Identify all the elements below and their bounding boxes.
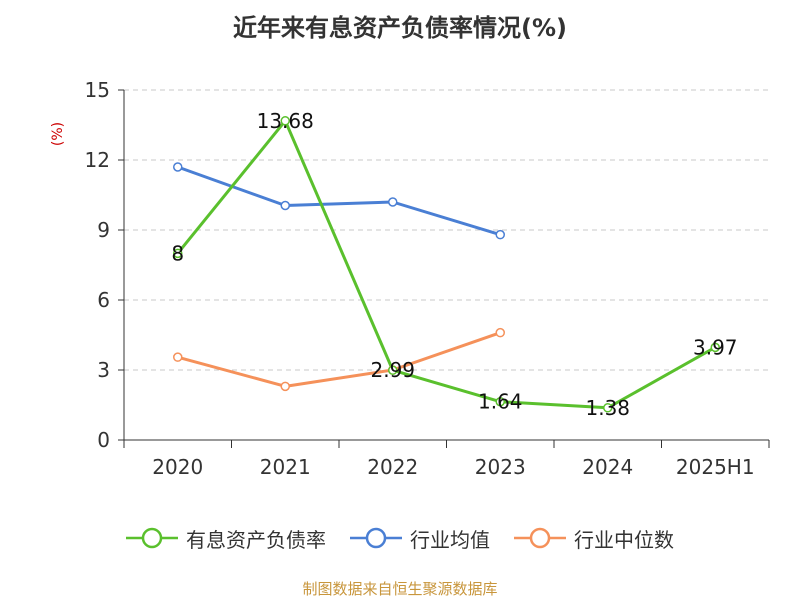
data-point xyxy=(495,229,505,240)
chart-title: 近年来有息资产负债率情况(%) xyxy=(233,14,567,42)
legend-marker-icon xyxy=(350,527,402,549)
data-label: 3.97 xyxy=(693,335,738,359)
y-tick-label: 12 xyxy=(85,148,110,172)
data-label: 13.68 xyxy=(257,109,314,133)
data-point xyxy=(280,116,290,126)
legend-item-industry-average[interactable]: 行业均值 xyxy=(350,524,490,553)
series-line xyxy=(176,119,716,410)
legend-label: 行业中位数 xyxy=(574,527,674,552)
data-point xyxy=(495,327,505,338)
y-tick-label: 6 xyxy=(97,288,110,312)
x-tick-label: 2020 xyxy=(152,455,203,479)
data-point xyxy=(710,342,720,353)
x-tick-label: 2024 xyxy=(582,455,633,479)
x-tick-label: 2025H1 xyxy=(676,455,755,479)
data-point xyxy=(603,403,613,413)
y-tick-label: 15 xyxy=(85,78,110,102)
data-point xyxy=(280,200,290,211)
legend-item-industry-median[interactable]: 行业中位数 xyxy=(514,524,674,553)
data-point xyxy=(280,381,290,392)
legend-item-interest-bearing-debt-ratio[interactable]: 有息资产负债率 xyxy=(126,524,326,553)
data-point xyxy=(173,162,183,172)
data-label: 8 xyxy=(171,241,184,265)
legend-label: 有息资产负债率 xyxy=(186,527,326,552)
legend-marker-icon xyxy=(126,527,178,549)
x-tick-label: 2023 xyxy=(475,455,526,479)
data-point xyxy=(388,365,398,375)
data-label: 1.64 xyxy=(478,390,523,414)
data-label: 2.99 xyxy=(370,358,415,382)
x-tick-label: 2021 xyxy=(260,455,311,479)
y-tick-label: 3 xyxy=(97,358,110,382)
legend-label: 行业均值 xyxy=(410,527,490,552)
x-tick-label: 2022 xyxy=(367,455,418,479)
data-label: 1.38 xyxy=(585,396,630,420)
data-point xyxy=(495,396,505,407)
y-tick-label: 0 xyxy=(97,428,110,452)
series-line xyxy=(177,165,501,237)
data-point xyxy=(173,248,183,259)
data-point xyxy=(388,197,398,207)
series-line xyxy=(177,331,501,388)
source-note: 制图数据来自恒生聚源数据库 xyxy=(302,580,498,598)
legend: 有息资产负债率 行业均值 行业中位数 xyxy=(0,520,800,556)
data-point xyxy=(173,352,183,362)
legend-marker-icon xyxy=(514,527,566,549)
y-tick-label: 9 xyxy=(97,218,110,242)
